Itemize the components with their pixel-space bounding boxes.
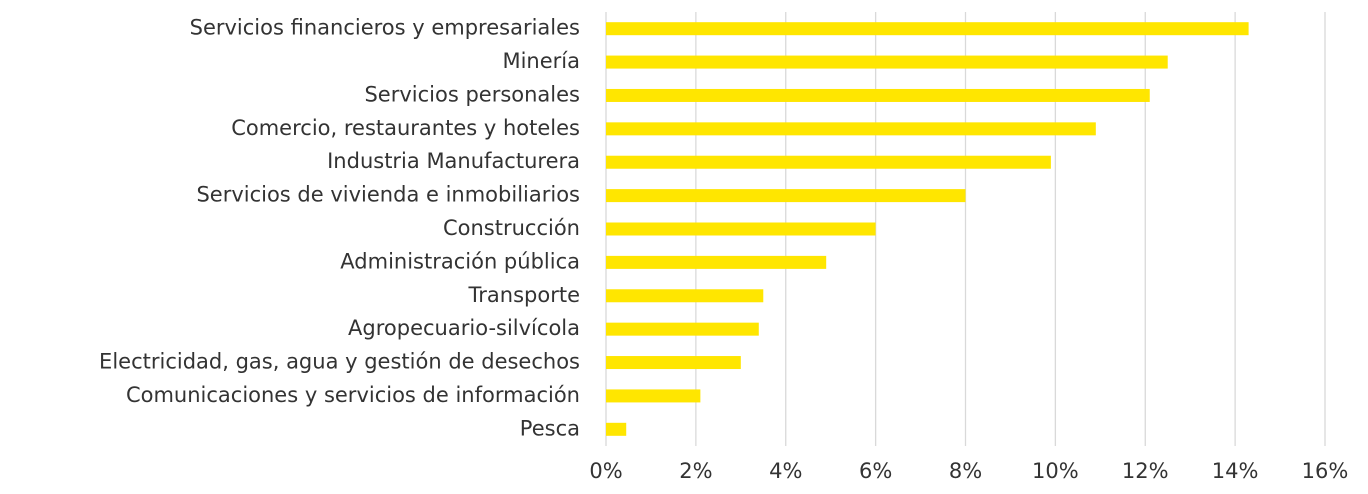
x-tick-label: 10%: [1032, 459, 1079, 483]
bar: [606, 222, 876, 236]
y-tick-label: Electricidad, gas, agua y gestión de des…: [99, 350, 580, 374]
bar: [606, 255, 827, 269]
bar: [606, 55, 1168, 69]
bar: [606, 422, 627, 436]
x-tick-label: 16%: [1302, 459, 1349, 483]
x-tick-label: 2%: [679, 459, 712, 483]
bar: [606, 322, 759, 336]
bar: [606, 88, 1150, 102]
y-tick-label: Minería: [502, 49, 580, 73]
x-tick-label: 4%: [769, 459, 802, 483]
bar: [606, 289, 764, 303]
y-tick-label: Transporte: [468, 283, 580, 307]
bar: [606, 356, 741, 370]
bar: [606, 389, 701, 403]
bar: [606, 189, 966, 203]
x-tick-label: 0%: [589, 459, 622, 483]
x-tick-label: 8%: [949, 459, 982, 483]
y-tick-label: Servicios personales: [364, 82, 580, 106]
bar: [606, 22, 1249, 36]
x-tick-label: 6%: [859, 459, 892, 483]
y-tick-label: Comunicaciones y servicios de informació…: [126, 383, 580, 407]
y-tick-label: Pesca: [520, 416, 580, 440]
bar: [606, 122, 1096, 136]
y-tick-label: Construcción: [443, 216, 580, 240]
y-tick-label: Comercio, restaurantes y hoteles: [231, 116, 580, 140]
bar: [606, 155, 1051, 169]
x-tick-label: 12%: [1122, 459, 1169, 483]
y-tick-label: Agropecuario-silvícola: [348, 316, 580, 340]
y-tick-label: Servicios financieros y empresariales: [190, 16, 580, 40]
y-tick-label: Servicios de vivienda e inmobiliarios: [196, 183, 580, 207]
x-tick-label: 14%: [1212, 459, 1259, 483]
y-tick-label: Administración pública: [340, 249, 580, 273]
y-tick-label: Industria Manufacturera: [327, 149, 580, 173]
